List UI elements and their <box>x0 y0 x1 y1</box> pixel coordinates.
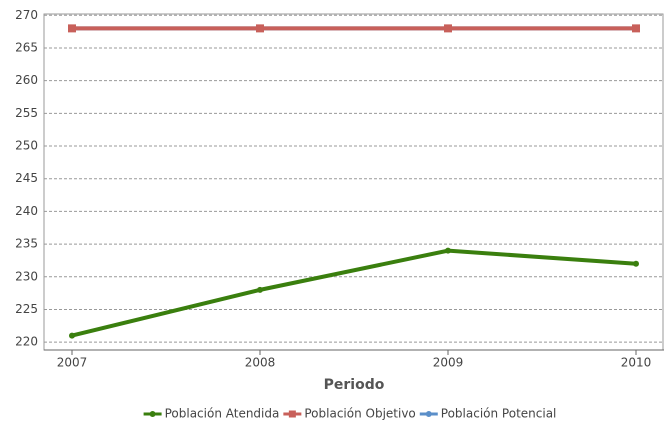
y-tick-label: 265 <box>15 40 38 54</box>
legend: Población Atendida Población Objetivo Pobl… <box>143 407 557 421</box>
point <box>425 411 432 417</box>
point <box>288 410 296 418</box>
y-tick-label: 270 <box>15 8 38 22</box>
series-line <box>71 248 637 338</box>
point <box>68 24 76 33</box>
point <box>149 411 156 417</box>
y-tick-label: 235 <box>15 237 38 251</box>
y-tick-label: 240 <box>15 204 38 218</box>
legend-label: Población Atendida <box>165 407 280 421</box>
y-tick-label: 230 <box>15 269 38 283</box>
y-tick-label: 220 <box>15 335 38 349</box>
y-tick-label: 245 <box>15 171 38 185</box>
point <box>257 286 263 293</box>
legend-label: Población Objetivo <box>304 407 415 421</box>
y-tick-label: 260 <box>15 73 38 87</box>
x-tick-label: 2007 <box>57 356 88 370</box>
x-tick-label: 2008 <box>245 356 276 370</box>
x-axis-label: Periodo <box>324 377 385 393</box>
plot-frame <box>43 13 664 351</box>
point <box>633 260 639 267</box>
point <box>69 332 75 339</box>
y-tick-label: 250 <box>15 139 38 153</box>
point <box>445 247 451 254</box>
legend-label: Población Potencial <box>441 407 557 421</box>
y-tick-label: 255 <box>15 106 38 120</box>
y-tick-label: 225 <box>15 302 38 316</box>
point <box>256 24 264 33</box>
x-tick-label: 2009 <box>433 356 464 370</box>
point <box>444 24 452 33</box>
x-tick-label: 2010 <box>621 356 652 370</box>
point <box>632 24 640 33</box>
